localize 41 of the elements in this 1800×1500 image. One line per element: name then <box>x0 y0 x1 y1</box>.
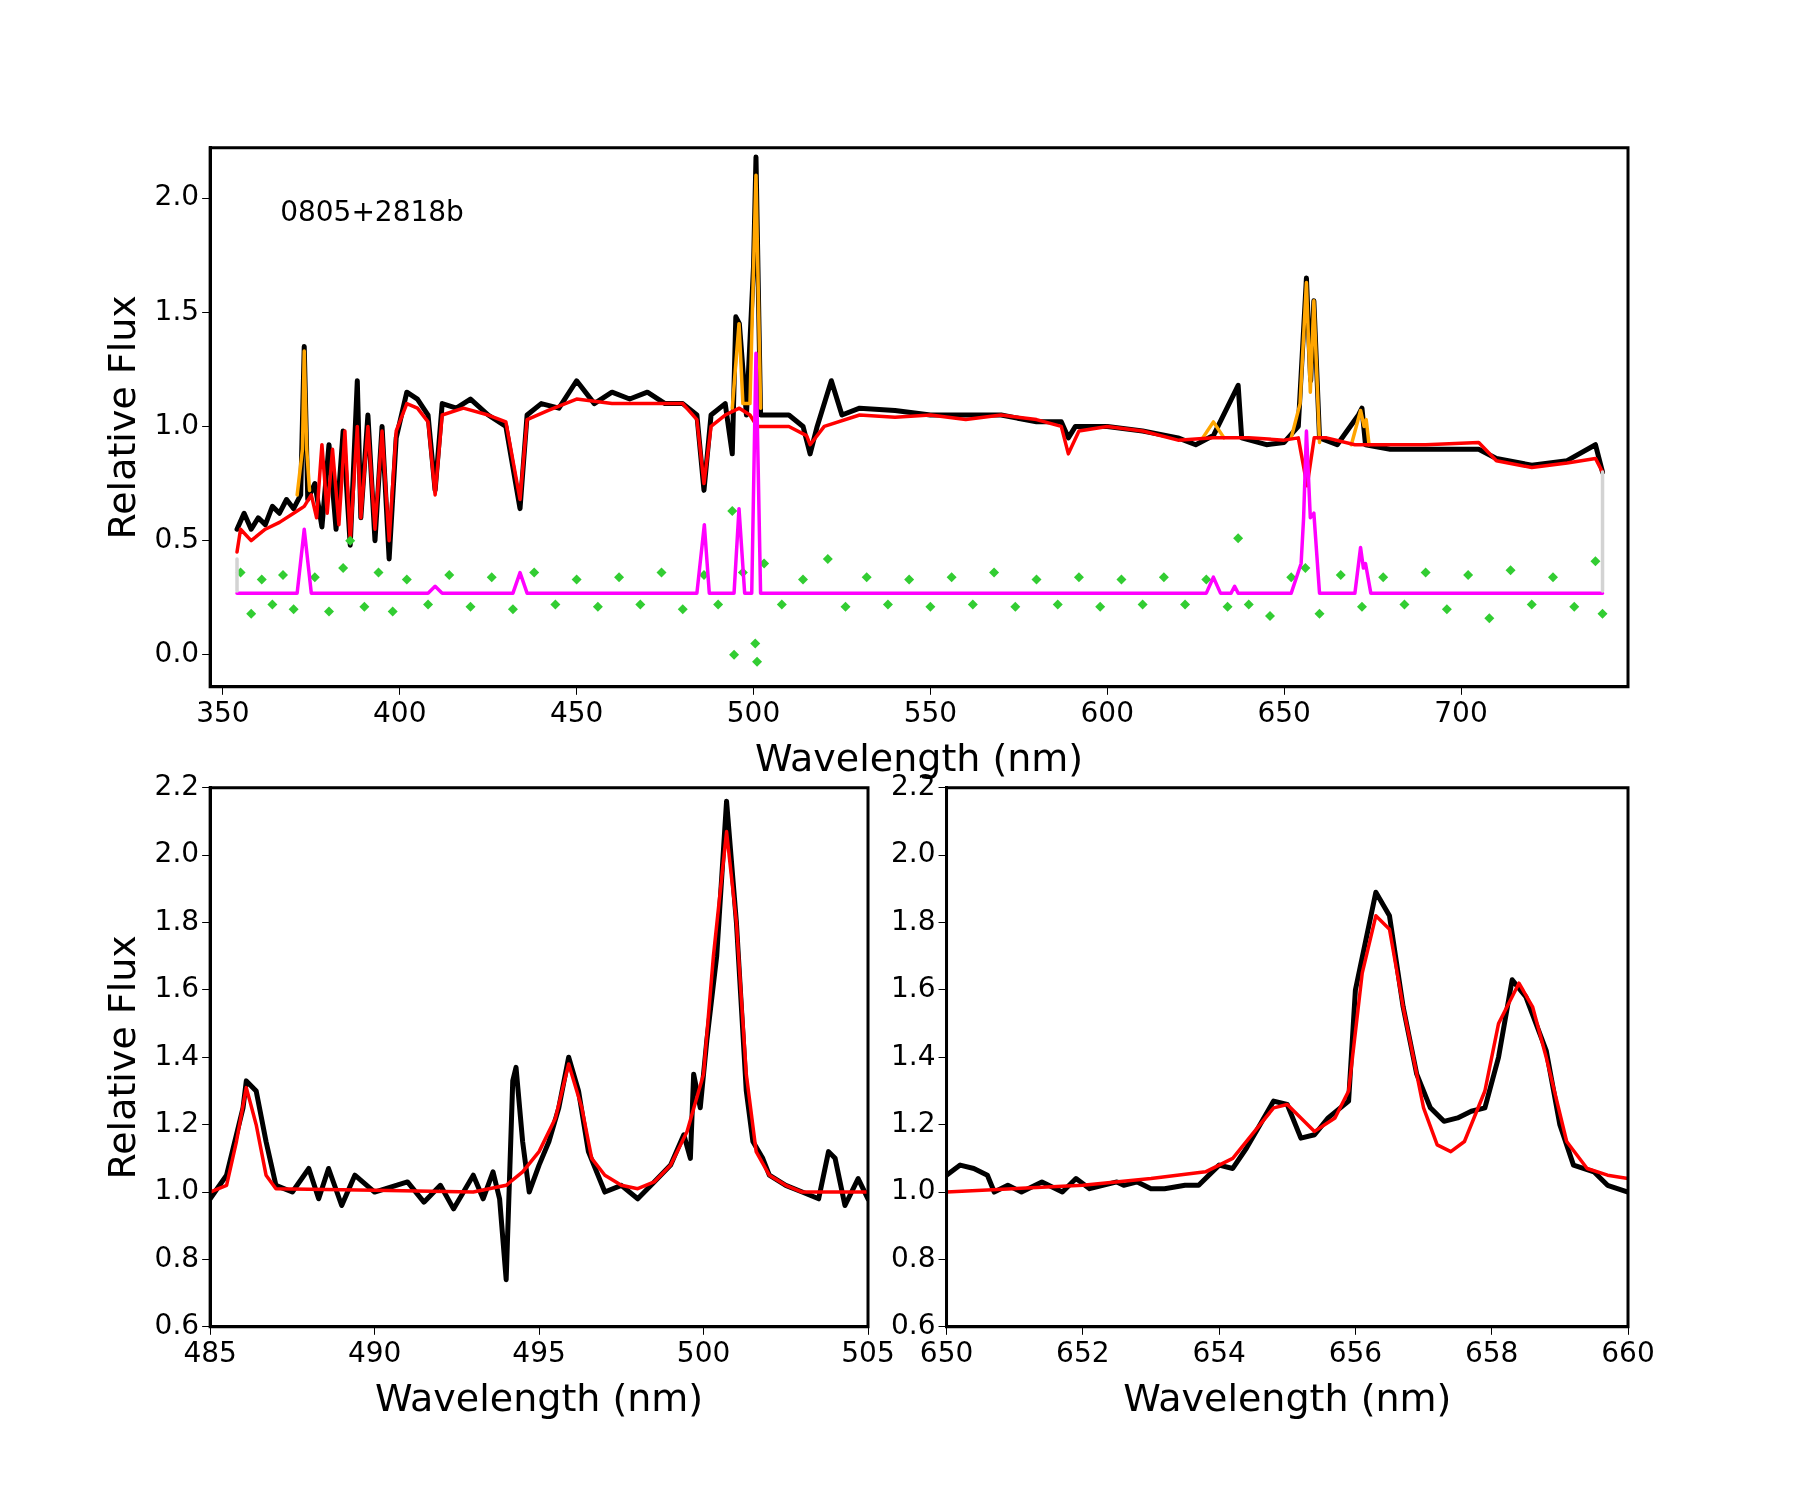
y-tick-label: 2.0 <box>154 836 200 870</box>
x-tick-label: 495 <box>512 1335 566 1369</box>
x-tick-label: 500 <box>726 695 781 729</box>
y-tick-label: 1.2 <box>154 1105 200 1139</box>
x-tick-label: 400 <box>373 695 427 729</box>
y-tick-label: 1.8 <box>154 903 200 937</box>
y-axis-title: Relative Flux <box>99 935 144 1180</box>
x-axis-title: Wavelength (nm) <box>1123 1376 1452 1421</box>
x-tick-label: 650 <box>1257 695 1311 729</box>
x-tick-label: 490 <box>347 1335 402 1369</box>
x-tick-label: 700 <box>1434 695 1488 729</box>
x-tick-label: 656 <box>1328 1335 1383 1369</box>
x-axis-title: Wavelength (nm) <box>374 1376 704 1421</box>
x-tick-label: 500 <box>676 1335 731 1369</box>
y-tick-label: 0.8 <box>154 1240 200 1274</box>
x-tick-label: 450 <box>549 695 604 729</box>
x-tick-label: 654 <box>1192 1335 1246 1369</box>
y-tick-label: 2.0 <box>154 179 200 213</box>
x-tick-label: 658 <box>1464 1335 1519 1369</box>
y-tick-label: 1.0 <box>891 1173 936 1207</box>
y-axis-title: Relative Flux <box>99 295 144 540</box>
y-tick-label: 1.4 <box>891 1038 936 1072</box>
y-tick-label: 1.0 <box>154 407 200 441</box>
x-tick-label: 350 <box>196 695 250 729</box>
y-tick-label: 2.2 <box>154 769 200 803</box>
y-tick-label: 0.0 <box>154 636 200 670</box>
annotation: 0805+2818b <box>280 195 464 229</box>
y-tick-label: 2.0 <box>891 836 936 870</box>
y-tick-label: 1.8 <box>891 903 936 937</box>
x-tick-label: 660 <box>1601 1335 1655 1369</box>
x-tick-label: 550 <box>903 695 958 729</box>
y-tick-label: 0.5 <box>154 521 200 555</box>
y-tick-label: 1.2 <box>891 1105 936 1139</box>
y-tick-label: 1.5 <box>154 293 200 327</box>
y-tick-label: 0.8 <box>891 1240 936 1274</box>
y-tick-label: 1.4 <box>154 1038 200 1072</box>
y-tick-label: 1.0 <box>154 1173 200 1207</box>
x-tick-label: 600 <box>1080 695 1134 729</box>
y-tick-label: 1.6 <box>891 971 936 1005</box>
y-tick-label: 1.6 <box>154 971 200 1005</box>
x-tick-label: 652 <box>1056 1335 1110 1369</box>
